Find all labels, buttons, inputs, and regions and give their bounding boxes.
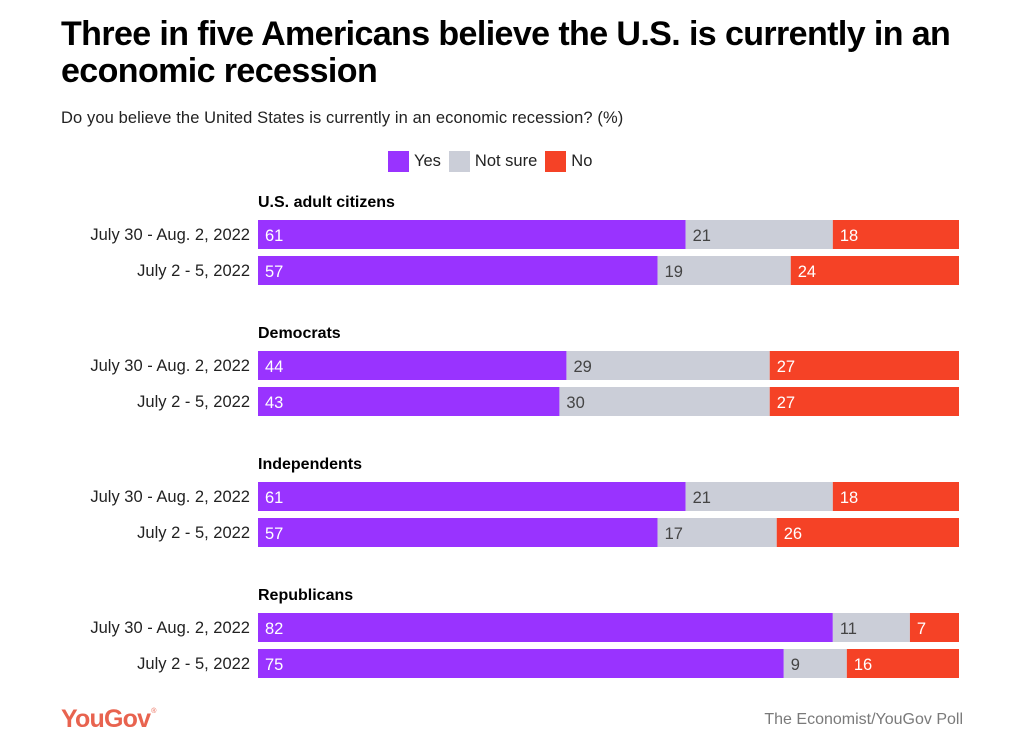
data-label: 17	[665, 525, 683, 543]
bar-row: July 30 - Aug. 2, 2022 82 11 7	[90, 613, 959, 642]
bar-row: July 30 - Aug. 2, 2022 61 21 18	[90, 482, 959, 511]
bar-segment-no	[909, 613, 959, 642]
data-label: 7	[917, 620, 926, 638]
data-label: 9	[791, 656, 800, 674]
bar-row: July 2 - 5, 2022 57 17 26	[137, 518, 959, 547]
legend-item-not-sure: Not sure	[448, 150, 538, 172]
bar-segment-not-sure	[657, 256, 791, 285]
data-label: 11	[840, 620, 857, 638]
data-label: 61	[265, 489, 283, 507]
group-u-s-adult-citizens: U.S. adult citizens July 30 - Aug. 2, 202…	[90, 194, 959, 285]
bar-segment-yes	[258, 518, 658, 547]
legend-label-not-sure: Not sure	[474, 151, 538, 170]
bar-segment-yes	[258, 482, 686, 511]
bar-segment-not-sure	[783, 649, 847, 678]
data-label: 18	[840, 227, 858, 245]
yougov-logo: YouGov®	[61, 705, 156, 734]
bar-segment-not-sure	[559, 387, 770, 416]
data-label: 27	[777, 358, 795, 376]
chart-subtitle: Do you believe the United States is curr…	[61, 109, 624, 127]
group-label: Republicans	[258, 587, 353, 604]
group-independents: Independents July 30 - Aug. 2, 2022 61 21 18…	[90, 456, 959, 547]
data-label: 61	[265, 227, 283, 245]
group-label: U.S. adult citizens	[258, 194, 395, 211]
bar-segment-yes	[258, 351, 567, 380]
data-label: 43	[265, 394, 283, 412]
data-label: 57	[265, 525, 283, 543]
bar-segment-no	[769, 387, 959, 416]
bar-segment-not-sure	[566, 351, 770, 380]
bar-segment-no	[832, 220, 959, 249]
data-label: 21	[693, 227, 711, 245]
bar-segment-not-sure	[657, 518, 777, 547]
bar-segment-no	[790, 256, 959, 285]
row-label: July 30 - Aug. 2, 2022	[90, 226, 250, 244]
data-label: 44	[265, 358, 283, 376]
bar-segment-no	[846, 649, 959, 678]
bar-segment-yes	[258, 220, 686, 249]
row-label: July 30 - Aug. 2, 2022	[90, 357, 250, 375]
bar-row: July 2 - 5, 2022 75 9 16	[137, 649, 959, 678]
data-label: 30	[566, 394, 584, 412]
legend-swatch-yes	[388, 150, 409, 172]
bar-segment-yes	[258, 649, 784, 678]
data-label: 21	[693, 489, 711, 507]
bar-segment-yes	[258, 387, 560, 416]
group-label: Independents	[258, 456, 362, 473]
bar-segment-not-sure	[685, 220, 833, 249]
row-label: July 30 - Aug. 2, 2022	[90, 488, 250, 506]
data-label: 27	[777, 394, 795, 412]
row-label: July 2 - 5, 2022	[137, 655, 250, 673]
bar-row: July 2 - 5, 2022 43 30 27	[137, 387, 959, 416]
bar-segment-no	[776, 518, 959, 547]
legend-swatch-not-sure	[448, 150, 470, 172]
group-label: Democrats	[258, 325, 341, 342]
row-label: July 2 - 5, 2022	[137, 393, 250, 411]
bar-segment-not-sure	[832, 613, 910, 642]
bar-segment-no	[769, 351, 959, 380]
data-label: 57	[265, 263, 283, 281]
row-label: July 2 - 5, 2022	[137, 262, 250, 280]
legend-item-yes: Yes	[388, 150, 441, 172]
legend-swatch-no	[545, 150, 567, 172]
legend-label-yes: Yes	[414, 151, 441, 170]
bar-row: July 30 - Aug. 2, 2022 44 29 27	[90, 351, 959, 380]
bar-row: July 2 - 5, 2022 57 19 24	[137, 256, 959, 285]
data-label: 16	[854, 656, 872, 674]
data-label: 29	[573, 358, 591, 376]
logo-text: YouGov	[61, 705, 151, 733]
bar-segment-yes	[258, 256, 658, 285]
legend: Yes Not sure No	[388, 150, 600, 172]
legend-item-no: No	[545, 150, 593, 172]
bar-segment-not-sure	[685, 482, 833, 511]
bar-segment-yes	[258, 613, 833, 642]
source-note: The Economist/YouGov Poll	[764, 711, 963, 728]
registered-mark: ®	[151, 708, 156, 715]
bar-row: July 30 - Aug. 2, 2022 61 21 18	[90, 220, 959, 249]
row-label: July 2 - 5, 2022	[137, 524, 250, 542]
data-label: 26	[784, 525, 802, 543]
data-label: 19	[665, 263, 683, 281]
data-label: 75	[265, 656, 283, 674]
bar-segment-no	[832, 482, 959, 511]
chart-title: Three in five Americans believe the U.S.…	[61, 15, 951, 90]
data-label: 82	[265, 620, 283, 638]
data-label: 24	[798, 263, 816, 281]
data-label: 18	[840, 489, 858, 507]
row-label: July 30 - Aug. 2, 2022	[90, 619, 250, 637]
legend-label-no: No	[571, 151, 593, 170]
